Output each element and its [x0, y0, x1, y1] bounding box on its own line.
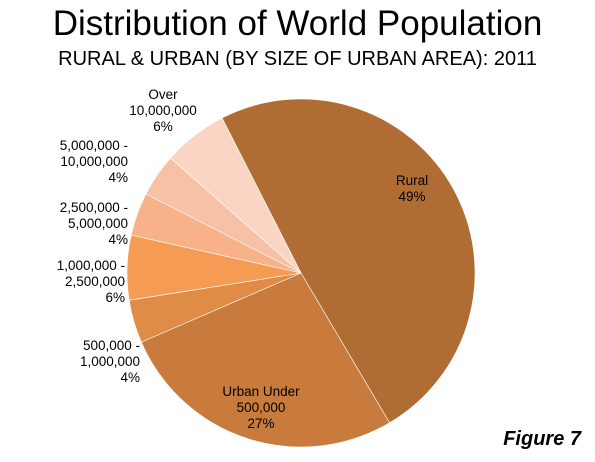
- pie-slice-6: [170, 117, 302, 274]
- slice-label-0: Rural 49%: [396, 173, 428, 204]
- slice-label-6: Over 10,000,000 6%: [129, 87, 197, 134]
- slice-label-3: 1,000,000 -2,500,000 6%: [57, 258, 125, 305]
- pie-labels: Rural 49% Urban Under 500,000 27% 500,000 -1,…: [57, 87, 428, 431]
- slice-label-2: 500,000 -1,000,000 4%: [80, 338, 140, 385]
- pie-slice-0: [221, 98, 476, 424]
- slice-label-4: 2,500,000 -5,000,000 4%: [60, 200, 128, 247]
- pie-slices: [126, 98, 476, 448]
- pie-slice-1: [140, 272, 390, 448]
- figure-label: Figure 7: [503, 428, 581, 450]
- chart-subtitle: RURAL & URBAN (BY SIZE OF URBAN AREA): 2…: [58, 48, 537, 70]
- slice-label-1: Urban Under 500,000 27%: [222, 384, 300, 431]
- slice-label-5: 5,000,000 -10,000,000 4%: [60, 138, 128, 185]
- chart-title: Distribution of World Population: [52, 4, 543, 43]
